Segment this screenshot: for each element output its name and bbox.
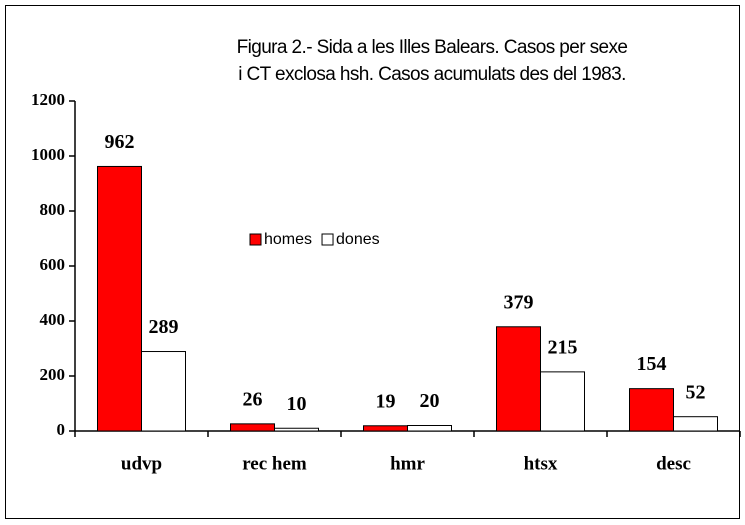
y-tick-label: 400 <box>40 310 66 329</box>
y-tick-label: 600 <box>40 255 66 274</box>
value-label: 20 <box>420 390 440 412</box>
legend-swatch <box>249 233 262 246</box>
value-label: 52 <box>686 381 706 403</box>
bar <box>496 326 541 432</box>
y-tick-label: 1000 <box>31 145 65 164</box>
bar <box>97 165 142 432</box>
bar <box>141 351 186 432</box>
x-tick-label: desc <box>656 453 691 474</box>
value-label: 289 <box>149 316 179 338</box>
value-label: 215 <box>548 336 578 358</box>
y-tick-label: 200 <box>40 365 66 384</box>
x-tick-label: rec hem <box>242 453 307 474</box>
legend-swatch <box>321 233 334 246</box>
x-tick-label: hmr <box>390 453 425 474</box>
bar <box>407 425 452 432</box>
value-label: 962 <box>105 131 135 153</box>
chart-title: Figura 2.- Sida a les Illes Balears. Cas… <box>237 37 628 58</box>
bar <box>673 416 718 432</box>
y-tick-label: 1200 <box>31 90 65 109</box>
legend-label: homes <box>264 231 312 248</box>
y-tick-label: 0 <box>57 420 66 439</box>
bar <box>274 427 319 432</box>
value-label: 19 <box>376 390 396 412</box>
x-tick-label: udvp <box>121 453 162 474</box>
x-tick-label: htsx <box>524 453 558 474</box>
chart-title: i CT exclosa hsh. Casos acumulats des de… <box>238 64 626 85</box>
bar <box>363 425 408 432</box>
legend-label: dones <box>336 231 380 248</box>
bar <box>540 371 585 432</box>
value-label: 10 <box>287 393 307 415</box>
value-label: 26 <box>243 388 263 410</box>
bar <box>230 423 275 432</box>
y-tick-label: 800 <box>40 200 66 219</box>
value-label: 154 <box>637 353 667 375</box>
bar <box>629 388 674 432</box>
value-label: 379 <box>504 291 534 313</box>
